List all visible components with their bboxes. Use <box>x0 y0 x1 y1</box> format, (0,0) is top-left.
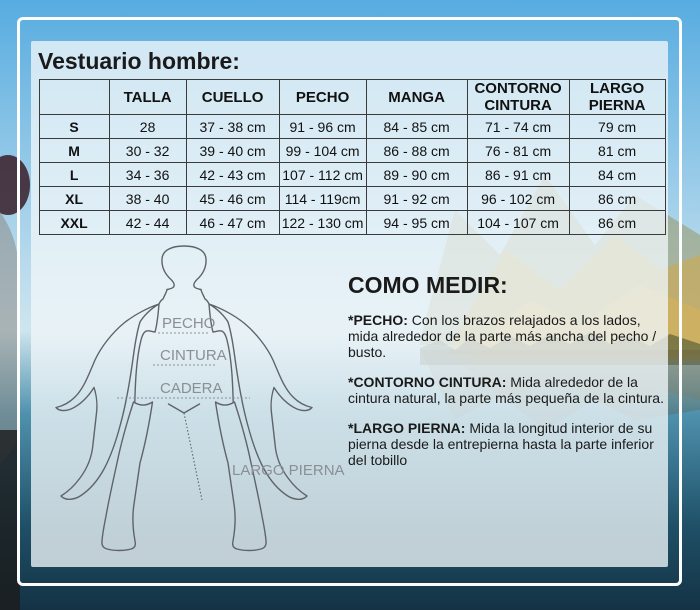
svg-text:CINTURA: CINTURA <box>160 347 227 364</box>
svg-text:CADERA: CADERA <box>160 380 223 397</box>
svg-text:LARGO PIERNA: LARGO PIERNA <box>232 462 345 479</box>
svg-text:PECHO: PECHO <box>162 315 215 332</box>
